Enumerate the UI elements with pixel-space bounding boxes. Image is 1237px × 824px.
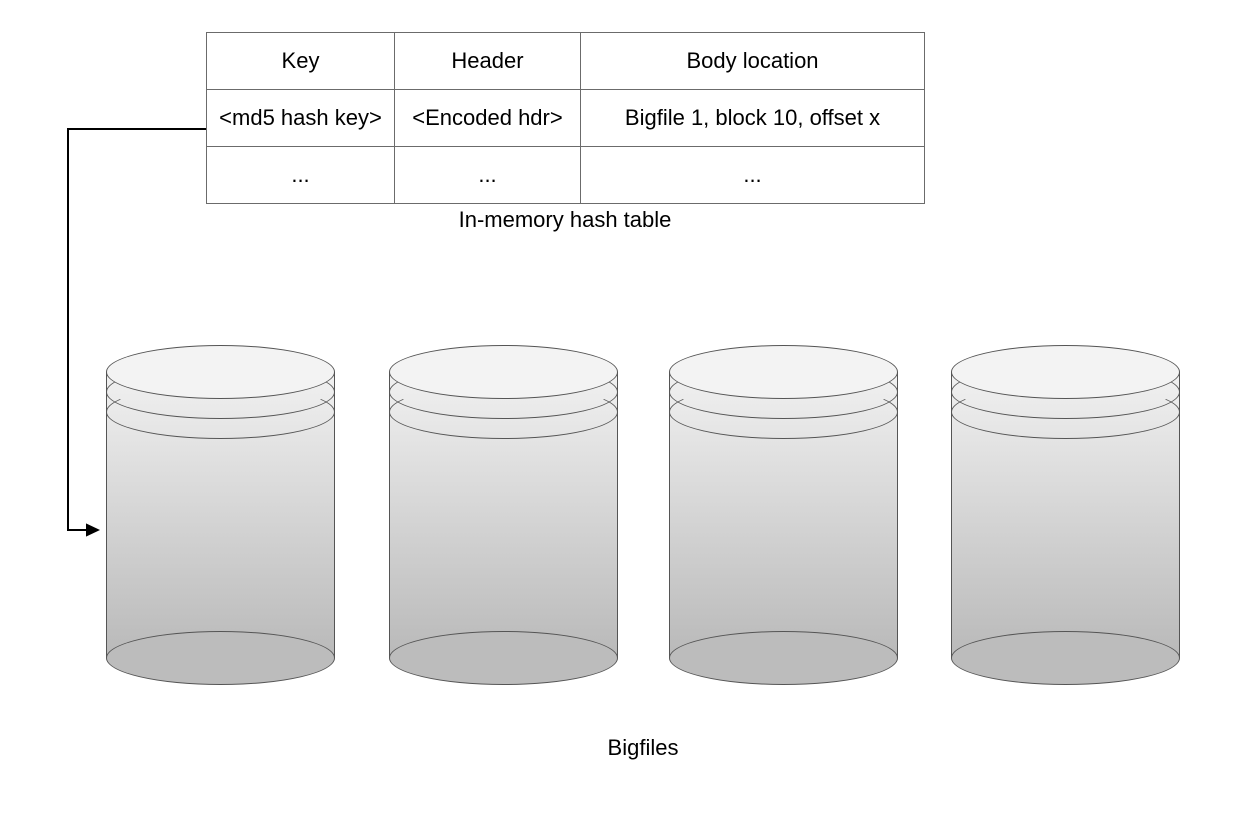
cylinder-icon (389, 345, 618, 685)
cylinder-icon (106, 345, 335, 685)
cylinder-icon (951, 345, 1180, 685)
bigfiles-caption: Bigfiles (106, 735, 1180, 761)
diagram-canvas: KeyHeaderBody location<md5 hash key><Enc… (0, 0, 1237, 824)
cylinder-icon (669, 345, 898, 685)
